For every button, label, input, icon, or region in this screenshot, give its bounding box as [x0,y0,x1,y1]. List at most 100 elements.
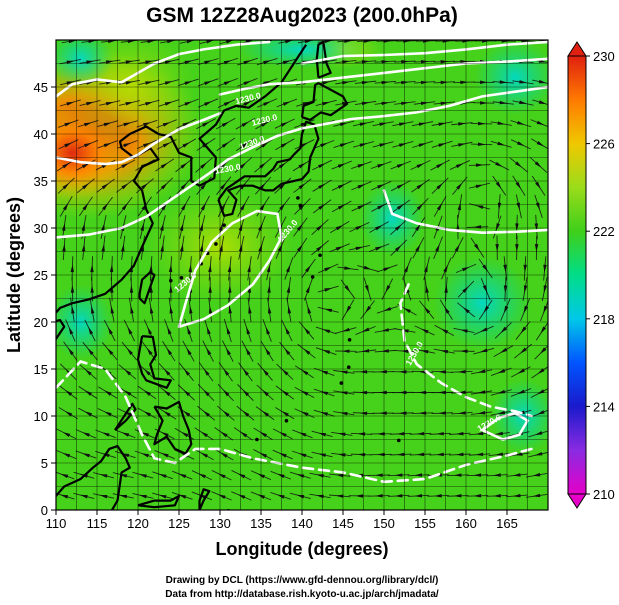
streamline-arrow [401,80,409,85]
streamline-arrow [265,326,271,335]
streamline-arrow [286,264,291,273]
streamline-arrow [246,326,251,335]
streamline-arrow [267,305,272,314]
streamline-arrow [414,473,423,477]
streamline-arrow [514,452,523,456]
coastline-path [315,40,332,79]
streamline-arrow [90,285,94,293]
streamline-arrow [454,244,460,252]
streamline-arrow [457,369,466,374]
streamline-arrow [482,285,488,293]
streamline-arrow [497,368,506,374]
streamline-arrow [178,494,187,499]
streamline-arrow [477,411,486,415]
streamline-arrow [243,368,249,376]
streamline-arrow [276,494,285,499]
streamline-arrow [262,389,269,397]
streamline-arrow [519,347,527,354]
colorbar-tick-label: 222 [593,224,615,239]
streamline-arrow [65,390,73,397]
streamline-arrow [204,80,212,86]
streamline-arrow [493,473,501,477]
streamline-arrow [206,326,211,335]
x-tick-label: 110 [46,516,67,531]
streamline-arrow [460,59,468,64]
streamline-arrow [62,162,70,169]
streamline-arrow [183,389,191,397]
streamline-arrow [88,326,94,335]
streamline-arrow [166,40,175,44]
x-tick-label: 150 [373,516,395,531]
streamline-arrow [499,100,508,105]
streamline-arrow [105,102,114,106]
streamline-arrow [169,285,173,293]
streamline-arrow [221,121,230,127]
streamline-arrow [383,267,392,272]
streamline-arrow [344,40,352,43]
streamline-arrow [335,473,344,478]
island-dot [346,365,351,369]
streamline-arrow [84,411,92,417]
streamline-arrow [523,305,529,314]
colorbar-bottom-arrow [567,493,587,509]
streamline-arrow [199,223,203,231]
streamline-arrow [462,307,470,314]
streamline-arrow [480,80,488,84]
streamline-arrow [495,223,500,231]
streamline-arrow [537,389,545,395]
streamline-arrow [101,183,109,190]
streamline-arrow [375,494,383,498]
streamline-arrow [70,264,75,273]
streamline-arrow [500,326,508,334]
streamline-arrow [477,121,486,126]
streamline-arrow [223,101,232,107]
streamline-arrow [278,162,286,169]
streamline-arrow [81,163,90,169]
streamline-arrow [145,101,153,106]
y-tick-label: 20 [34,315,48,330]
streamline-arrow [180,182,188,190]
streamline-arrow [208,285,212,293]
streamline-arrow [71,305,75,314]
streamline-arrow [521,40,530,43]
streamline-arrow [167,326,172,335]
streamline-arrow [206,347,212,356]
y-tick-label: 30 [34,221,48,236]
streamline-arrow [146,347,153,356]
streamline-arrow [243,80,252,86]
streamline-arrow [473,473,482,477]
streamline-arrow [90,305,95,314]
island-dot [298,203,303,208]
streamline-arrow [110,305,115,314]
streamline-arrow [68,347,74,356]
streamline-arrow [125,102,134,106]
streamline-arrow [68,326,74,335]
colorbar-tick-label: 210 [593,487,615,502]
streamline-arrow [456,182,463,190]
streamline-arrow [477,142,486,146]
streamline-arrow [475,452,484,457]
streamline-arrow [495,244,499,252]
island-dot [179,276,184,280]
streamline-arrow [296,223,303,231]
streamline-arrow [401,60,409,64]
colorbar-fill [567,55,587,495]
streamline-arrow [237,473,246,479]
streamline-arrow [414,493,423,498]
streamline-arrow [436,431,444,436]
contour-line [56,85,548,239]
streamline-arrow [377,432,385,436]
streamline-arrow [225,40,234,44]
streamline-arrow [141,432,149,437]
island-dot [318,253,322,258]
streamline-arrow [204,101,212,107]
streamline-arrow [404,264,409,273]
streamline-arrow [355,494,364,498]
streamline-arrow [473,494,482,498]
streamline-arrow [149,264,153,273]
streamline-arrow [200,452,209,458]
streamline-arrow [104,411,112,417]
streamline-arrow [82,183,90,190]
streamline-arrow [416,452,425,457]
streamline-arrow [534,223,539,232]
